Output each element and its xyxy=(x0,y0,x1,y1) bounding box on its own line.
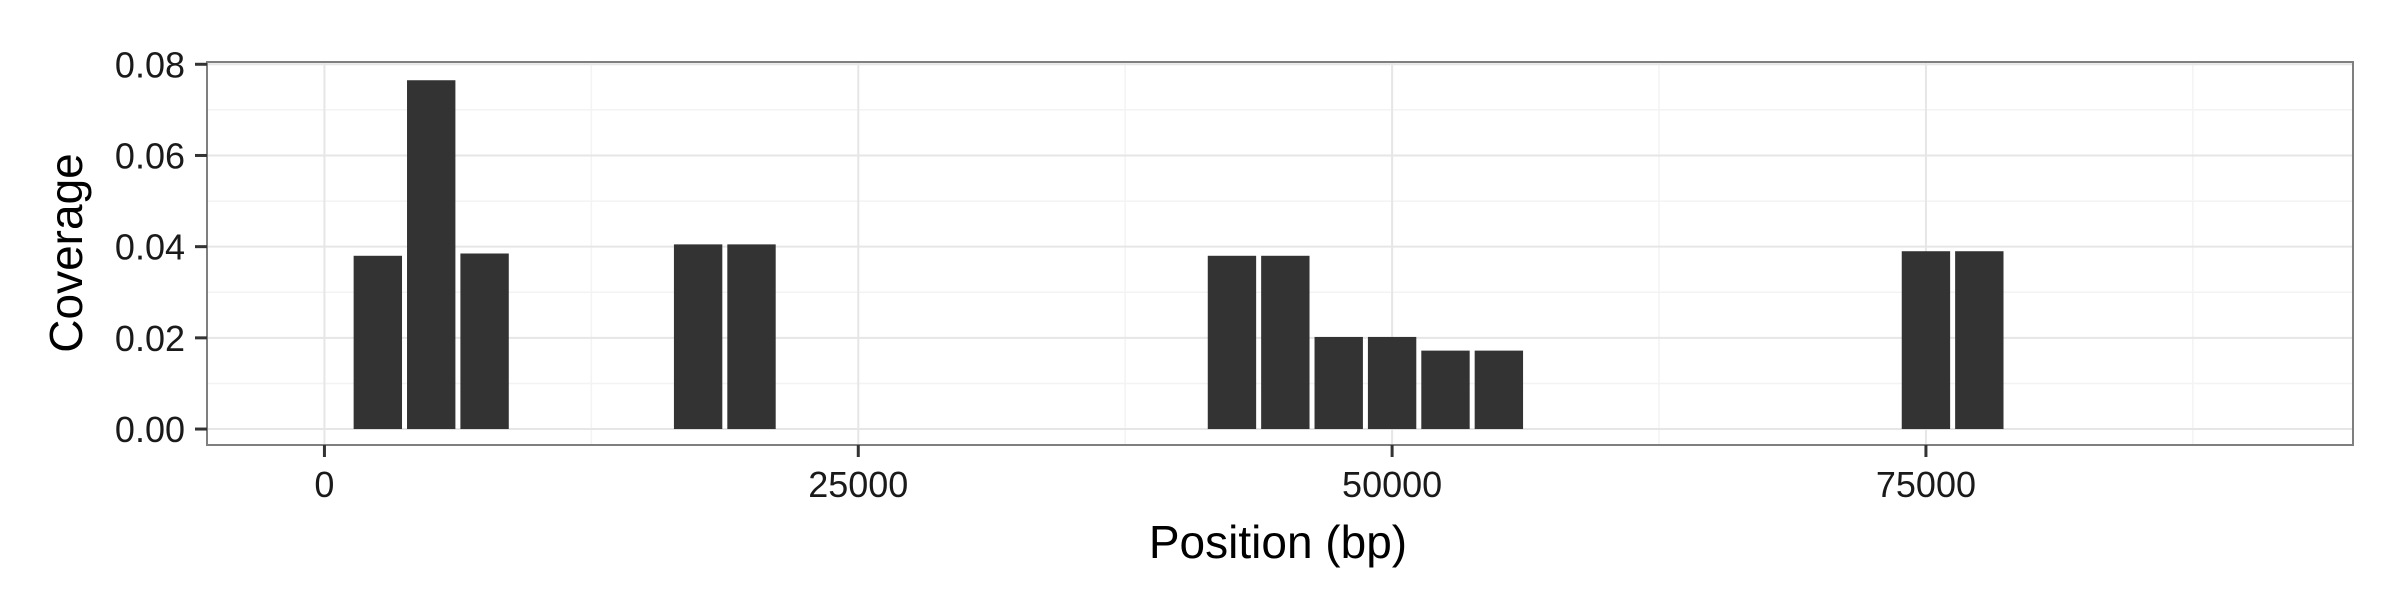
y-axis-ticks: 0.00 0.02 0.04 0.06 0.08 xyxy=(115,44,207,450)
bar xyxy=(673,244,723,430)
x-axis-ticks: 0 25000 50000 75000 xyxy=(314,445,1976,505)
y-tick-label: 0.02 xyxy=(115,318,185,359)
x-tick-label: 75000 xyxy=(1876,464,1976,505)
bar xyxy=(1261,255,1310,430)
bar xyxy=(1474,350,1524,430)
y-tick-label: 0.04 xyxy=(115,227,185,268)
bar xyxy=(353,255,403,430)
bar xyxy=(1207,255,1257,430)
bar xyxy=(1314,336,1363,430)
x-tick-label: 0 xyxy=(314,464,334,505)
x-tick-label: 25000 xyxy=(808,464,908,505)
y-tick-label: 0.00 xyxy=(115,409,185,450)
minor-gridlines-x xyxy=(590,62,2194,445)
bar xyxy=(727,244,776,430)
y-tick-label: 0.06 xyxy=(115,135,185,176)
y-tick-label: 0.08 xyxy=(115,44,185,85)
bar xyxy=(407,80,456,430)
x-axis-title: Position (bp) xyxy=(1149,516,1407,568)
bars xyxy=(353,80,2004,430)
y-axis-title: Coverage xyxy=(40,153,92,352)
bar xyxy=(1955,251,2004,430)
x-tick-label: 50000 xyxy=(1342,464,1442,505)
panel-border xyxy=(206,61,2354,446)
bar xyxy=(460,253,509,430)
bar xyxy=(1901,251,1951,430)
bar xyxy=(1421,350,1470,430)
bar xyxy=(1367,336,1417,430)
